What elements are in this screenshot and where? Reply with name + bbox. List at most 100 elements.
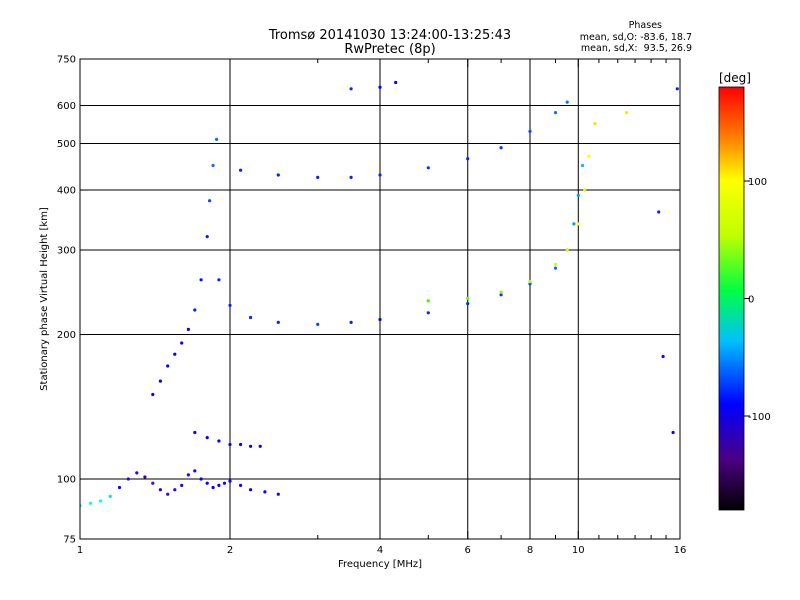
data-point [657, 210, 661, 214]
data-point [378, 85, 382, 89]
data-point [565, 100, 569, 104]
x-tick-label: 6 [465, 545, 471, 556]
data-point [581, 163, 585, 168]
data-point [263, 490, 267, 494]
data-points-layer [80, 80, 679, 508]
data-point [249, 488, 253, 492]
y-tick-label: 300 [57, 246, 76, 257]
data-point [222, 481, 227, 485]
data-point [208, 199, 212, 203]
y-axis-label: Stationary phase Virtual Height [km] [39, 207, 50, 391]
data-point [205, 235, 209, 239]
data-point [126, 477, 130, 481]
data-point [426, 311, 430, 315]
y-tick-label: 200 [57, 330, 76, 341]
chart-title: Tromsø 20141030 13:24:00-13:25:43 [268, 28, 512, 43]
data-point [211, 485, 215, 490]
data-point [349, 87, 353, 91]
data-point [276, 492, 280, 496]
y-tick-label: 600 [57, 101, 76, 112]
data-point [217, 278, 221, 282]
y-tick-label: 500 [57, 139, 76, 150]
data-point [193, 430, 197, 435]
data-point [258, 444, 262, 448]
y-tick-label: 750 [57, 55, 76, 66]
phase-legend-x: mean, sd,X: 93.5, 26.9 [580, 43, 692, 54]
y-tick-label: 75 [63, 535, 76, 546]
data-point [499, 290, 503, 294]
data-point [276, 320, 280, 324]
data-point [378, 317, 382, 322]
x-tick-label: 1 [77, 545, 83, 556]
data-point [228, 442, 232, 447]
data-point [661, 354, 665, 359]
data-point [426, 299, 430, 303]
data-point [217, 439, 221, 443]
phase-legend-o: mean, sd,O: -83.6, 18.7 [579, 32, 692, 43]
data-point [553, 266, 558, 270]
data-point [675, 87, 679, 91]
data-point [466, 296, 470, 300]
data-point [158, 488, 162, 492]
colorbar [718, 86, 745, 511]
data-point [576, 193, 580, 197]
data-point [671, 430, 675, 435]
data-point [199, 477, 203, 481]
data-point [528, 129, 532, 133]
colorbar-label: [deg] [719, 71, 751, 85]
data-point [378, 173, 382, 177]
y-tick-label: 400 [57, 186, 76, 197]
data-point [215, 137, 219, 141]
data-point [180, 341, 184, 345]
phase-legend-title: Phases [628, 20, 662, 31]
x-axis-label: Frequency [MHz] [338, 559, 422, 570]
data-point [199, 278, 203, 282]
data-point [426, 166, 430, 170]
data-point [211, 163, 215, 168]
grid-layer [80, 59, 680, 539]
data-point [565, 248, 569, 252]
data-point [576, 222, 580, 226]
colorbar-ticks: 100 0 -100 [744, 177, 771, 423]
data-point [593, 122, 597, 126]
data-point [135, 471, 139, 475]
data-point [499, 293, 503, 297]
data-point [151, 481, 155, 485]
data-point [186, 327, 190, 331]
x-tick-label: 10 [572, 545, 585, 556]
data-point [625, 111, 629, 115]
data-point [108, 494, 112, 498]
data-point [166, 364, 170, 368]
data-point [228, 479, 232, 483]
x-tick-label: 4 [377, 545, 383, 556]
chart-subtitle: RwPretec (8p) [344, 42, 436, 57]
data-point [572, 222, 576, 226]
data-point [553, 262, 558, 266]
data-point [193, 308, 197, 312]
data-point [193, 469, 197, 473]
data-point [316, 322, 320, 326]
data-point [466, 302, 470, 306]
data-point [528, 282, 532, 286]
data-point [228, 303, 232, 307]
data-point [394, 80, 398, 85]
data-point [239, 442, 243, 447]
x-tick-label: 16 [674, 545, 687, 556]
data-point [349, 320, 353, 324]
data-point [173, 488, 177, 492]
data-point [316, 175, 320, 179]
data-point [249, 315, 253, 320]
data-point [349, 175, 353, 179]
data-point [587, 154, 591, 158]
data-point [276, 173, 280, 177]
data-point [180, 483, 184, 487]
x-tick-label: 2 [227, 545, 233, 556]
x-tick-label: 8 [527, 545, 533, 556]
data-point [239, 483, 243, 487]
data-point [89, 501, 93, 505]
data-point [528, 279, 532, 284]
data-point [205, 481, 209, 485]
data-point [553, 111, 558, 115]
colorbar-tick-label: 100 [748, 177, 767, 188]
